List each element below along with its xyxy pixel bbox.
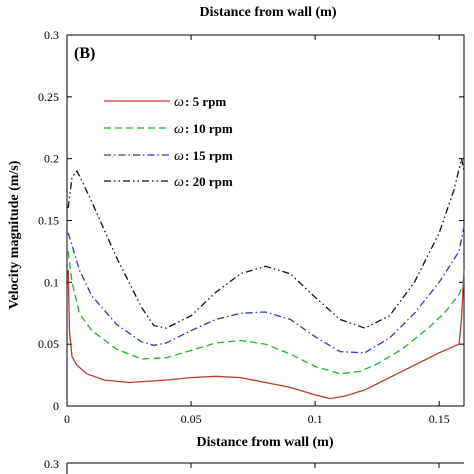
legend-omega-symbol: ω <box>174 175 184 190</box>
series-line-3 <box>67 226 465 354</box>
y-tick-label: 0.1 <box>44 275 59 289</box>
legend-omega-symbol: ω <box>174 95 184 110</box>
next-panel-ytick-label: 0.3 <box>44 457 59 471</box>
y-tick-label: 0.25 <box>38 90 59 104</box>
y-axis-ticks: 0 0.05 0.1 0.15 0.2 0.25 0.3 <box>38 28 464 413</box>
y-tick-label: 0.3 <box>44 28 59 42</box>
series-layer <box>67 158 465 400</box>
series-line-2 <box>67 251 465 375</box>
y-tick-label: 0.2 <box>44 152 59 166</box>
legend-label-1: : 5 rpm <box>185 94 226 109</box>
legend-omega-symbol: ω <box>174 122 184 137</box>
legend-label-3: : 15 rpm <box>185 148 233 163</box>
series-line-4 <box>67 158 465 329</box>
series-line-1 <box>67 269 465 400</box>
x-tick-label: 0 <box>64 412 70 426</box>
panel-label: (B) <box>74 45 95 62</box>
x-axis-ticks: 0 0.05 0.1 0.15 <box>64 35 450 426</box>
x-axis-label: Distance from wall (m) <box>197 435 334 450</box>
y-tick-label: 0.05 <box>38 337 59 351</box>
plot-frame <box>66 34 465 407</box>
y-axis-label: Velocity magnitude (m/s) <box>7 160 22 309</box>
top-axis-caption: Distance from wall (m) <box>200 5 337 20</box>
y-tick-label: 0 <box>53 399 59 413</box>
x-tick-label: 0.15 <box>429 412 450 426</box>
legend-omega-symbol: ω <box>174 149 184 164</box>
legend-label-2: : 10 rpm <box>185 121 233 136</box>
legend-label-4: : 20 rpm <box>185 174 233 189</box>
x-tick-label: 0.1 <box>308 412 323 426</box>
x-tick-label: 0.05 <box>181 412 202 426</box>
y-tick-label: 0.15 <box>38 214 59 228</box>
